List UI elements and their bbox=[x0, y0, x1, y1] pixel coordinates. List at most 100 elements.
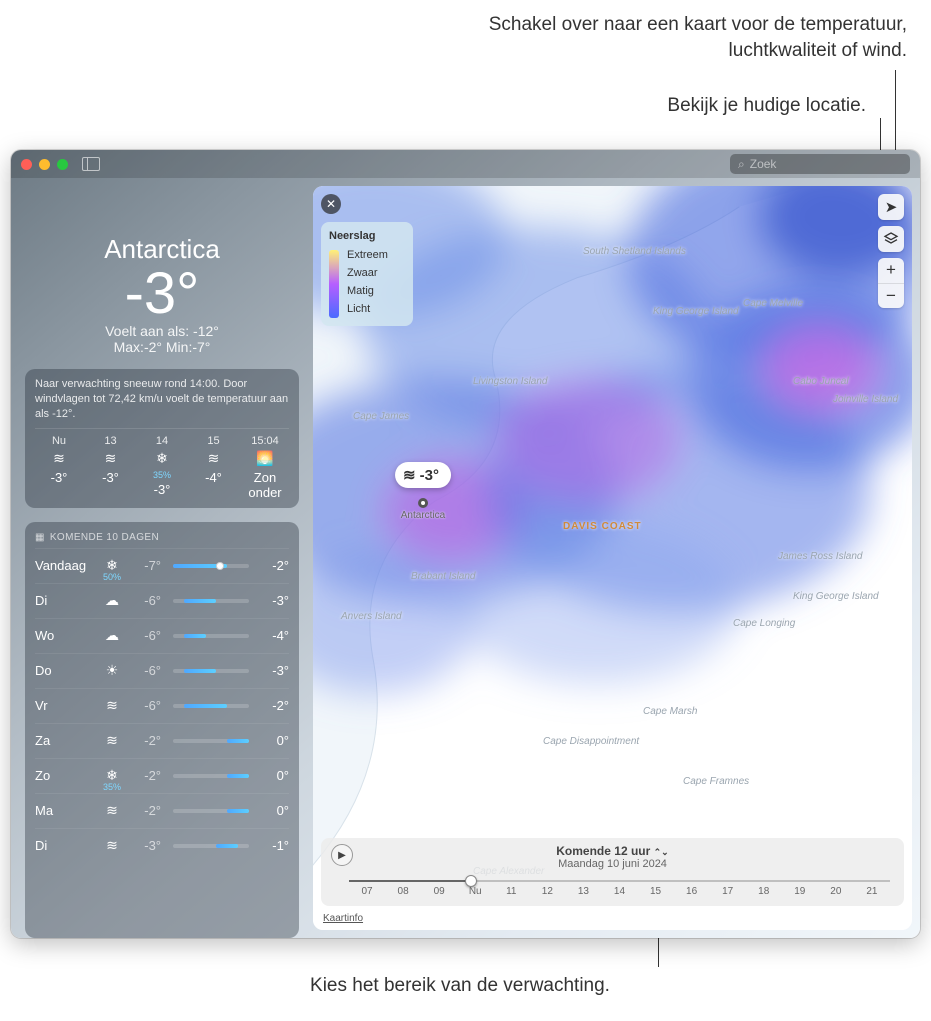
daily-row[interactable]: Vandaag ❄︎50% -7° -2° bbox=[35, 548, 289, 583]
day-low: -2° bbox=[133, 733, 161, 748]
wind-icon: ≋ bbox=[403, 466, 416, 484]
day-name: Di bbox=[35, 593, 91, 608]
timeline-tick: 17 bbox=[710, 886, 746, 897]
minimize-window-button[interactable] bbox=[39, 159, 50, 170]
weather-icon: ≋ bbox=[190, 450, 238, 467]
timeline-tick: 20 bbox=[818, 886, 854, 897]
sidebar-toggle-icon[interactable] bbox=[82, 157, 100, 171]
map-place-label: Cabo Juncal bbox=[793, 376, 849, 387]
temp-range-bar bbox=[173, 774, 249, 778]
map-place-label: King George Island bbox=[653, 306, 739, 317]
map-place-label: Joinville Island bbox=[833, 394, 898, 405]
precipitation-map[interactable]: ✕ Neerslag ExtreemZwaarMatigLicht ➤ + − … bbox=[313, 186, 912, 930]
fullscreen-window-button[interactable] bbox=[57, 159, 68, 170]
day-high: -1° bbox=[261, 838, 289, 853]
hourly-item[interactable]: Nu ≋ -3° bbox=[35, 435, 83, 500]
legend-title: Neerslag bbox=[329, 230, 405, 242]
pin-dot bbox=[418, 498, 428, 508]
legend-gradient bbox=[329, 250, 339, 318]
window-traffic-lights[interactable] bbox=[21, 159, 68, 170]
hourly-item[interactable]: 15 ≋ -4° bbox=[190, 435, 238, 500]
timeline-tick: 21 bbox=[854, 886, 890, 897]
high-low: Max:-2° Min:-7° bbox=[25, 339, 299, 355]
daily-row[interactable]: Wo ☁︎ -6° -4° bbox=[35, 618, 289, 653]
timeline-tick: 19 bbox=[782, 886, 818, 897]
daily-row[interactable]: Ma ≋ -2° 0° bbox=[35, 793, 289, 828]
daily-row[interactable]: Di ☁︎ -6° -3° bbox=[35, 583, 289, 618]
hour-precip: 35% bbox=[138, 470, 186, 480]
day-name: Di bbox=[35, 838, 91, 853]
day-high: -4° bbox=[261, 628, 289, 643]
daily-header-label: KOMENDE 10 DAGEN bbox=[50, 532, 159, 543]
map-place-label: DAVIS COAST bbox=[563, 521, 642, 532]
daily-header: ▦ KOMENDE 10 DAGEN bbox=[35, 530, 289, 548]
hourly-item[interactable]: 14 ❄︎ 35% -3° bbox=[138, 435, 186, 500]
weather-icon: ≋ bbox=[87, 450, 135, 467]
day-name: Za bbox=[35, 733, 91, 748]
timeline-tick: Nu bbox=[457, 886, 493, 897]
play-button[interactable]: ▶ bbox=[331, 844, 353, 866]
current-temperature: -3° bbox=[25, 265, 299, 323]
callout-range: Kies het bereik van de verwachting. bbox=[260, 973, 660, 999]
current-location-button[interactable]: ➤ bbox=[878, 194, 904, 220]
day-low: -2° bbox=[133, 768, 161, 783]
temp-range-bar bbox=[173, 809, 249, 813]
location-pin[interactable]: ≋ -3° Antarctica bbox=[395, 462, 451, 521]
daily-row[interactable]: Vr ≋ -6° -2° bbox=[35, 688, 289, 723]
chevron-updown-icon: ⌃⌄ bbox=[654, 847, 669, 857]
hour-temp: -3° bbox=[35, 470, 83, 485]
zoom-out-button[interactable]: − bbox=[878, 284, 904, 309]
close-window-button[interactable] bbox=[21, 159, 32, 170]
zoom-controls[interactable]: + − bbox=[878, 258, 904, 308]
map-layers-button[interactable] bbox=[878, 226, 904, 252]
timeline-tick: 13 bbox=[565, 886, 601, 897]
temp-range-bar bbox=[173, 739, 249, 743]
weather-icon: ≋ bbox=[99, 837, 125, 854]
day-high: -3° bbox=[261, 593, 289, 608]
daily-row[interactable]: Za ≋ -2° 0° bbox=[35, 723, 289, 758]
map-place-label: Livingston Island bbox=[473, 376, 548, 387]
day-low: -2° bbox=[133, 803, 161, 818]
hourly-forecast-panel[interactable]: Naar verwachting sneeuw rond 14:00. Door… bbox=[25, 369, 299, 508]
map-place-label: King George Island bbox=[793, 591, 879, 602]
map-place-label: Cape Disappointment bbox=[543, 736, 639, 747]
timeline-range-label: Komende 12 uur bbox=[556, 844, 650, 858]
day-high: -3° bbox=[261, 663, 289, 678]
hourly-item[interactable]: 13 ≋ -3° bbox=[87, 435, 135, 500]
hourly-item[interactable]: 15:04 🌅 Zon onder bbox=[241, 435, 289, 500]
timeline-track[interactable]: 070809Nu1112131415161718192021 bbox=[331, 876, 894, 898]
hour-time: Nu bbox=[35, 435, 83, 447]
day-low: -3° bbox=[133, 838, 161, 853]
map-place-label: Cape Melville bbox=[743, 298, 803, 309]
timeline-range-selector[interactable]: Komende 12 uur ⌃⌄ bbox=[556, 844, 668, 858]
weather-icon: ❄︎35% bbox=[99, 767, 125, 784]
weather-sidebar: Antarctica -3° Voelt aan als: -12° Max:-… bbox=[11, 178, 313, 938]
legend-item: Extreem bbox=[347, 246, 405, 264]
daily-row[interactable]: Di ≋ -3° -1° bbox=[35, 828, 289, 863]
day-low: -7° bbox=[133, 558, 161, 573]
zoom-in-button[interactable]: + bbox=[878, 258, 904, 284]
day-low: -6° bbox=[133, 663, 161, 678]
hour-temp: -4° bbox=[190, 470, 238, 485]
weather-icon: ☀︎ bbox=[99, 662, 125, 679]
map-legend: Neerslag ExtreemZwaarMatigLicht bbox=[321, 222, 413, 326]
timeline-tick: 11 bbox=[493, 886, 529, 897]
close-map-button[interactable]: ✕ bbox=[321, 194, 341, 214]
pin-label: Antarctica bbox=[395, 510, 451, 521]
daily-row[interactable]: Do ☀︎ -6° -3° bbox=[35, 653, 289, 688]
map-info-link[interactable]: Kaartinfo bbox=[323, 913, 363, 924]
timeline-tick: 07 bbox=[349, 886, 385, 897]
weather-icon: ≋ bbox=[99, 697, 125, 714]
day-high: -2° bbox=[261, 558, 289, 573]
daily-forecast-panel[interactable]: ▦ KOMENDE 10 DAGEN Vandaag ❄︎50% -7° -2°… bbox=[25, 522, 299, 938]
daily-row[interactable]: Zo ❄︎35% -2° 0° bbox=[35, 758, 289, 793]
hourly-summary: Naar verwachting sneeuw rond 14:00. Door… bbox=[35, 377, 289, 429]
search-input[interactable]: ⌕ Zoek bbox=[730, 154, 910, 174]
timeline-date: Maandag 10 juni 2024 bbox=[556, 858, 668, 870]
hour-time: 14 bbox=[138, 435, 186, 447]
day-name: Do bbox=[35, 663, 91, 678]
day-name: Vandaag bbox=[35, 558, 91, 573]
forecast-timeline[interactable]: ▶ Komende 12 uur ⌃⌄ Maandag 10 juni 2024… bbox=[321, 838, 904, 906]
day-low: -6° bbox=[133, 698, 161, 713]
map-place-label: Anvers Island bbox=[341, 611, 402, 622]
